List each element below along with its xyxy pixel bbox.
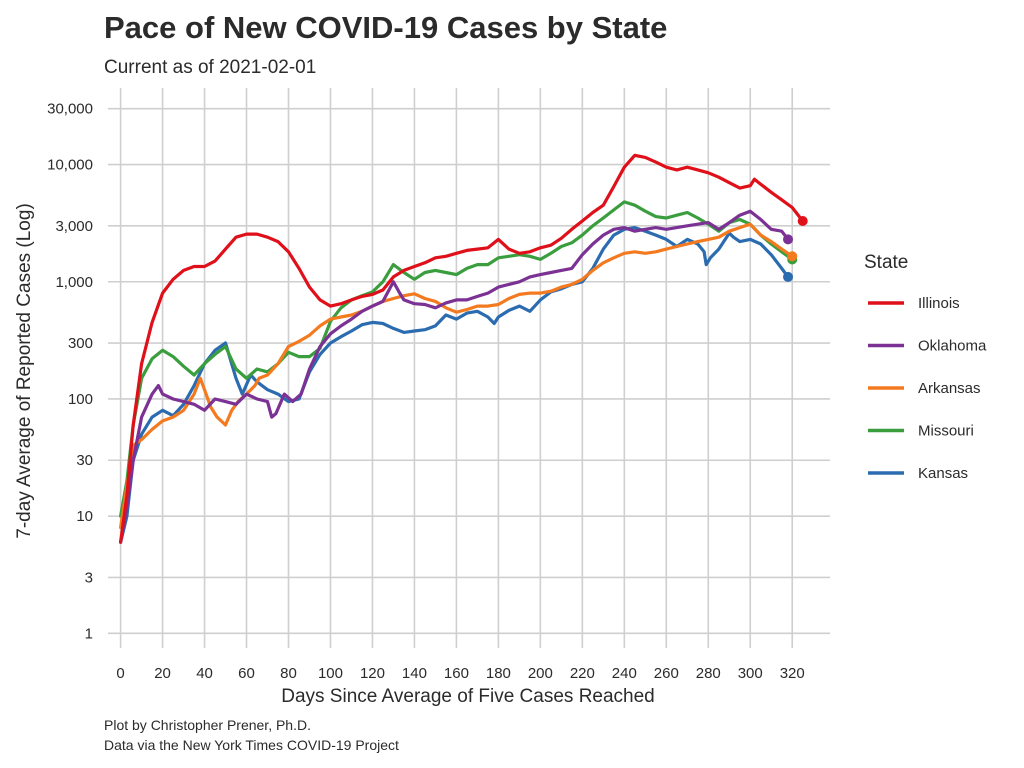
gridlines — [108, 88, 830, 648]
y-tick-label: 10 — [76, 508, 93, 525]
series-line-missouri — [119, 200, 794, 518]
x-axis-title: Days Since Average of Five Cases Reached — [281, 686, 655, 707]
legend: Illinois Oklahoma Arkansas Missouri Kansas — [868, 295, 987, 482]
series-endpoint-kansas — [783, 271, 794, 282]
caption-source: Data via the New York Times COVID-19 Pro… — [104, 737, 399, 753]
x-tick-label: 40 — [196, 665, 213, 682]
y-tick-label: 30,000 — [47, 101, 93, 118]
x-tick-label: 160 — [444, 665, 469, 682]
legend-label-illinois: Illinois — [918, 295, 960, 312]
x-tick-label: 280 — [696, 665, 721, 682]
legend-label-kansas: Kansas — [918, 465, 968, 482]
x-axis-ticks: 0 20 40 60 80 100 120 140 160 180 200 220 240 260 280 3… — [116, 665, 804, 682]
y-tick-label: 3 — [85, 569, 93, 586]
series-line-arkansas — [119, 222, 794, 530]
series-endpoint-illinois — [797, 215, 808, 226]
y-tick-label: 100 — [68, 391, 93, 408]
series-line-kansas — [119, 226, 790, 544]
y-tick-label: 1 — [85, 625, 93, 642]
legend-label-oklahoma: Oklahoma — [918, 338, 987, 355]
chart-title: Pace of New COVID-19 Cases by State — [104, 10, 667, 45]
x-tick-label: 180 — [486, 665, 511, 682]
x-tick-label: 20 — [154, 665, 171, 682]
x-tick-label: 80 — [280, 665, 297, 682]
legend-label-missouri: Missouri — [918, 423, 974, 440]
y-tick-label: 30 — [76, 452, 93, 469]
x-tick-label: 260 — [654, 665, 679, 682]
series-endpoint-arkansas — [787, 251, 798, 262]
legend-title: State — [864, 252, 908, 273]
y-axis-ticks: 1 3 10 30 100 300 1,000 3,000 10,000 30,000 — [47, 101, 93, 643]
x-tick-label: 0 — [116, 665, 124, 682]
x-tick-label: 240 — [612, 665, 637, 682]
x-tick-label: 220 — [570, 665, 595, 682]
caption-author: Plot by Christopher Prener, Ph.D. — [104, 717, 311, 733]
chart-subtitle: Current as of 2021-02-01 — [104, 57, 316, 78]
x-tick-label: 140 — [402, 665, 427, 682]
y-tick-label: 300 — [68, 335, 93, 352]
series-line-illinois — [119, 153, 805, 544]
x-tick-label: 100 — [318, 665, 343, 682]
series-lines — [119, 153, 808, 544]
y-axis-title: 7-day Average of Reported Cases (Log) — [14, 203, 35, 539]
x-tick-label: 200 — [528, 665, 553, 682]
y-tick-label: 1,000 — [55, 274, 93, 291]
x-tick-label: 120 — [360, 665, 385, 682]
series-endpoint-oklahoma — [783, 234, 794, 245]
x-tick-label: 320 — [780, 665, 805, 682]
legend-label-arkansas: Arkansas — [918, 380, 981, 397]
x-tick-label: 300 — [738, 665, 763, 682]
x-tick-label: 60 — [238, 665, 255, 682]
series-line-oklahoma — [119, 209, 790, 544]
y-tick-label: 3,000 — [55, 218, 93, 235]
y-tick-label: 10,000 — [47, 157, 93, 174]
